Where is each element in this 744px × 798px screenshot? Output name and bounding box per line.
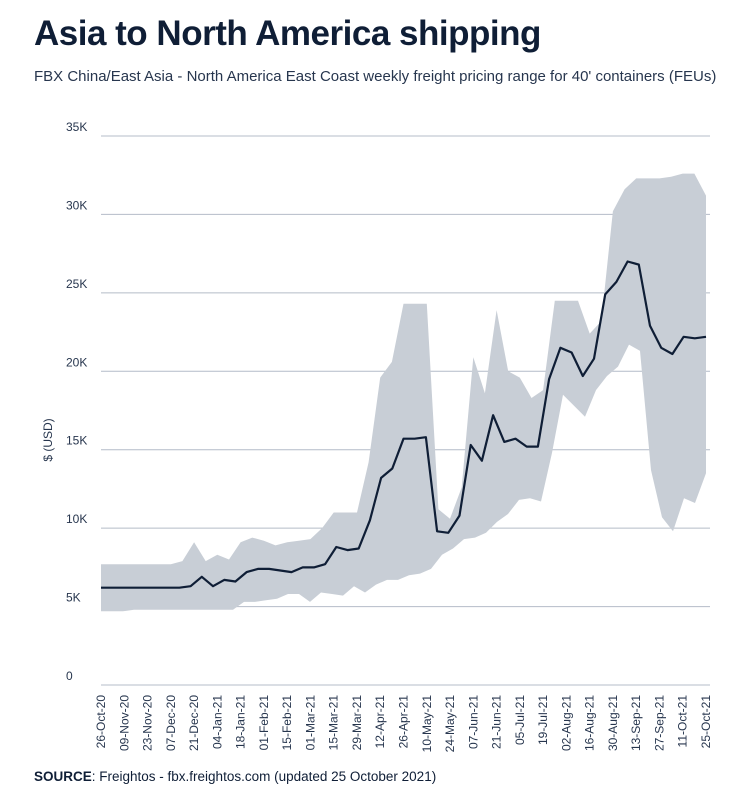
- y-tick-label: 15K: [66, 434, 87, 448]
- x-tick-label: 10-May-21: [420, 695, 434, 753]
- chart-title: Asia to North America shipping: [34, 14, 541, 53]
- y-tick-label: 20K: [66, 355, 87, 369]
- y-tick-label: 35K: [66, 120, 87, 134]
- source-label: SOURCE: [34, 769, 92, 784]
- y-axis-label: $ (USD): [41, 418, 55, 461]
- x-tick-label: 04-Jan-21: [210, 695, 224, 749]
- gridlines: [101, 135, 710, 686]
- x-tick-label: 21-Dec-20: [187, 695, 201, 751]
- y-tick-label: 25K: [66, 277, 87, 291]
- price-line: [101, 260, 707, 589]
- x-tick-label: 01-Feb-21: [257, 695, 271, 751]
- source-note: SOURCE: Freightos - fbx.freightos.com (u…: [34, 769, 436, 784]
- y-tick-label: 5K: [66, 591, 81, 605]
- x-tick-label: 09-Nov-20: [117, 695, 131, 751]
- x-tick-label: 12-Apr-21: [373, 695, 387, 749]
- y-tick-label: 0: [66, 669, 73, 683]
- x-tick-labels: 26-Oct-20 09-Nov-20 23-Nov-20 07-Dec-20 21-D…: [94, 695, 713, 753]
- x-tick-label: 07-Jun-21: [466, 695, 480, 749]
- y-tick-label: 30K: [66, 198, 87, 212]
- x-tick-label: 16-Aug-21: [583, 695, 597, 751]
- price-range-band: [101, 173, 706, 612]
- source-text: : Freightos - fbx.freightos.com (updated…: [91, 769, 437, 784]
- x-tick-label: 25-Oct-21: [699, 695, 713, 749]
- x-tick-label: 19-Jul-21: [536, 695, 550, 745]
- y-tick-labels: 0 5K 10K 15K 20K 25K 30K 35K: [66, 120, 87, 683]
- x-tick-label: 24-May-21: [443, 695, 457, 753]
- x-tick-label: 13-Sep-21: [629, 695, 643, 751]
- x-tick-label: 15-Feb-21: [280, 695, 294, 751]
- x-tick-label: 27-Sep-21: [653, 695, 667, 751]
- x-tick-label: 02-Aug-21: [559, 695, 573, 751]
- y-tick-label: 10K: [66, 512, 87, 526]
- x-tick-label: 05-Jul-21: [513, 695, 527, 745]
- x-tick-label: 18-Jan-21: [234, 695, 248, 749]
- x-tick-label: 26-Oct-20: [94, 695, 108, 749]
- x-tick-label: 01-Mar-21: [303, 695, 317, 751]
- x-tick-label: 21-Jun-21: [490, 695, 504, 749]
- x-tick-label: 30-Aug-21: [606, 695, 620, 751]
- x-tick-label: 11-Oct-21: [676, 695, 690, 748]
- freight-chart: 0 5K 10K 15K 20K 25K 30K 35K $ (USD) 26-Oct-20 0…: [41, 120, 713, 753]
- x-tick-label: 23-Nov-20: [141, 695, 155, 751]
- chart-subtitle: FBX China/East Asia - North America East…: [34, 68, 717, 85]
- x-tick-label: 29-Mar-21: [350, 695, 364, 751]
- x-tick-label: 15-Mar-21: [327, 695, 341, 751]
- x-tick-label: 07-Dec-20: [164, 695, 178, 751]
- x-tick-label: 26-Apr-21: [397, 695, 411, 749]
